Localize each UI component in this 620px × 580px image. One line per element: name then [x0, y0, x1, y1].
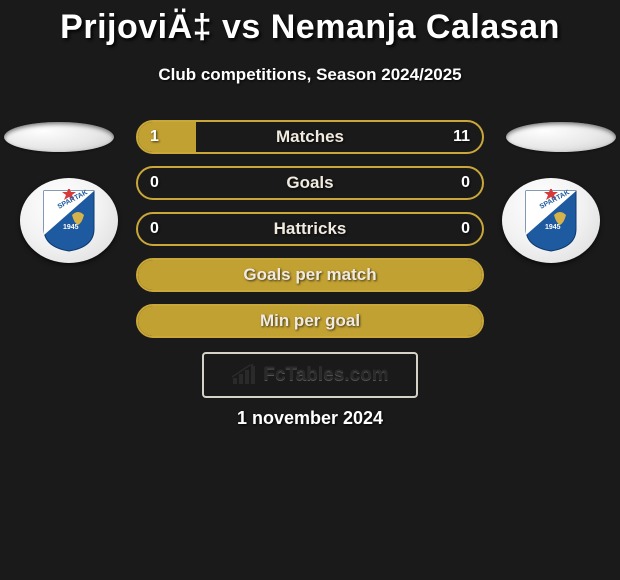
stat-row: 00Goals	[136, 166, 484, 200]
player-left-oval	[4, 122, 114, 152]
stat-label: Goals	[138, 168, 482, 198]
brand-text: FcTables.com	[263, 364, 388, 386]
club-badge-left: SPARTAK 1945	[20, 178, 118, 263]
club-shield-icon: SPARTAK 1945	[524, 189, 578, 253]
stat-row: Goals per match	[136, 258, 484, 292]
stat-row: 111Matches	[136, 120, 484, 154]
brand-box[interactable]: FcTables.com	[202, 352, 418, 398]
comparison-card: PrijoviÄ‡ vs Nemanja Calasan Club compet…	[0, 0, 620, 580]
player-right-oval	[506, 122, 616, 152]
stat-row: 00Hattricks	[136, 212, 484, 246]
svg-text:1945: 1945	[545, 224, 561, 231]
bar-chart-icon	[231, 364, 257, 386]
stat-label: Hattricks	[138, 214, 482, 244]
club-badge-right: SPARTAK 1945	[502, 178, 600, 263]
club-shield-icon: SPARTAK 1945	[42, 189, 96, 253]
stat-label: Matches	[138, 122, 482, 152]
stats-container: 111Matches 00Goals 00Hattricks Goals per ma…	[136, 120, 484, 350]
stat-label: Min per goal	[138, 306, 482, 336]
stat-row: Min per goal	[136, 304, 484, 338]
subtitle: Club competitions, Season 2024/2025	[0, 65, 620, 85]
footer-date: 1 november 2024	[0, 408, 620, 429]
page-title: PrijoviÄ‡ vs Nemanja Calasan	[0, 0, 620, 47]
stat-label: Goals per match	[138, 260, 482, 290]
svg-text:1945: 1945	[63, 224, 79, 231]
